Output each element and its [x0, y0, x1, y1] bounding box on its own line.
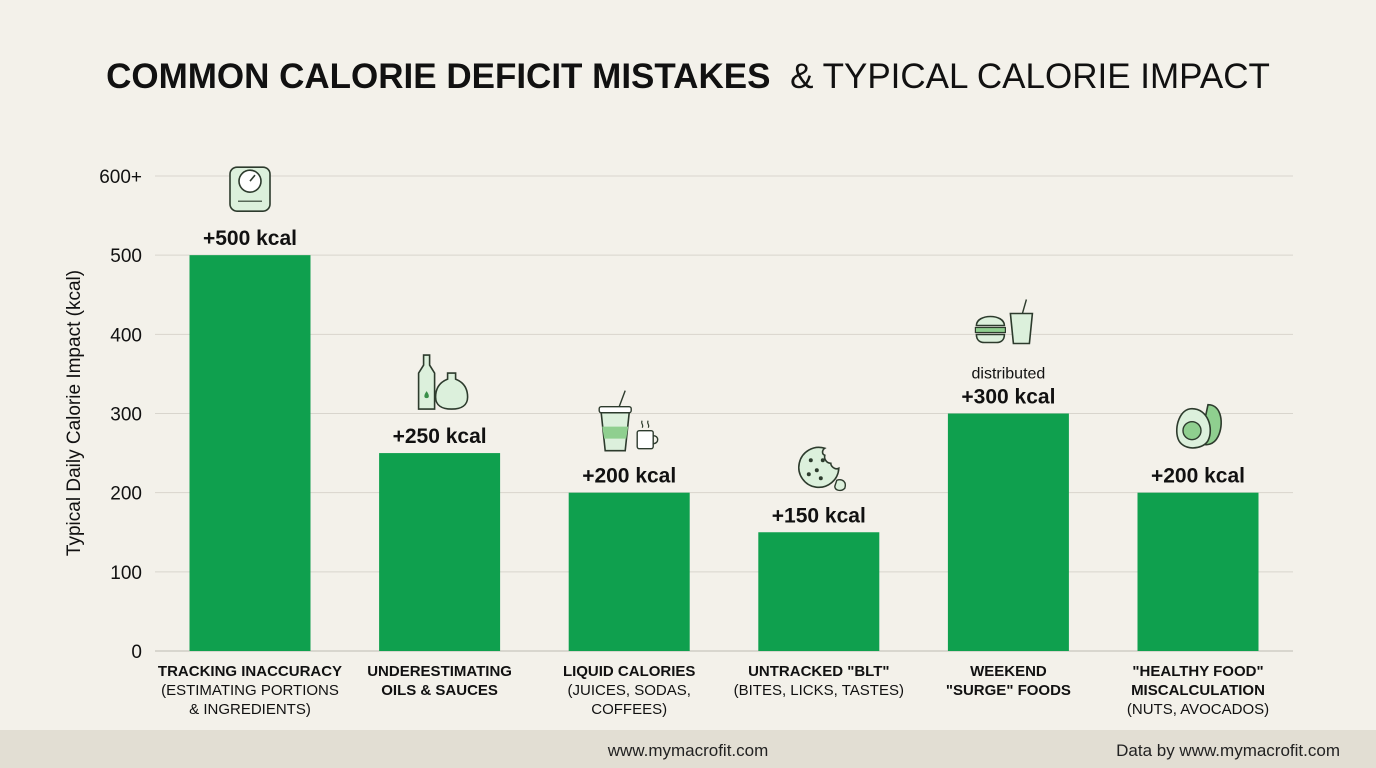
- bar: [379, 453, 501, 651]
- footer-band: [0, 730, 1376, 768]
- bar: [1137, 492, 1259, 651]
- category-label: "SURGE" FOODS: [946, 682, 1071, 699]
- category-label: OILS & SAUCES: [381, 682, 498, 699]
- burger-drink-icon: [974, 299, 1034, 345]
- y-tick-label: 400: [110, 325, 142, 346]
- category-label: UNTRACKED "BLT": [748, 663, 889, 680]
- data-label: +150 kcal: [772, 504, 866, 527]
- data-label: +250 kcal: [393, 425, 487, 448]
- chart-title-bold: COMMON CALORIE DEFICIT MISTAKES: [106, 57, 770, 96]
- category-label: (NUTS, AVOCADOS): [1127, 701, 1269, 718]
- data-label: +500 kcal: [203, 227, 297, 250]
- cookie-icon: [798, 446, 846, 492]
- category-label: MISCALCULATION: [1131, 682, 1265, 699]
- category-label: UNDERESTIMATING: [367, 663, 512, 680]
- y-tick-label: 100: [110, 563, 142, 584]
- bar: [568, 492, 690, 651]
- category-label: (ESTIMATING PORTIONS: [161, 682, 339, 699]
- data-label: +200 kcal: [582, 465, 676, 488]
- y-tick-label: 300: [110, 405, 142, 426]
- category-label: (BITES, LICKS, TASTES): [734, 682, 904, 699]
- y-tick-label: 500: [110, 246, 142, 267]
- annotation-label: distributed: [971, 366, 1045, 383]
- y-axis-label: Typical Daily Calorie Impact (kcal): [64, 270, 85, 556]
- y-tick-label: 200: [110, 484, 142, 505]
- grid-lines: [155, 175, 1293, 652]
- bar: [947, 413, 1069, 651]
- category-labels: TRACKING INACCURACY (ESTIMATING PORTIONS &…: [158, 663, 1269, 718]
- oil-bottles-icon: [417, 354, 469, 410]
- data-label: +300 kcal: [961, 386, 1055, 409]
- y-tick-label: 600+: [99, 167, 142, 188]
- category-label: LIQUID CALORIES: [563, 663, 696, 680]
- data-labels: +500 kcal +250 kcal +200 kcal +150 kcal +300…: [203, 227, 1245, 527]
- category-label: WEEKEND: [970, 663, 1047, 680]
- y-axis-ticks: 0 100 200 300 400 500 600+: [99, 167, 142, 663]
- bar: [758, 532, 880, 651]
- scale-icon: [229, 166, 271, 212]
- bar-icons: [229, 166, 1222, 492]
- category-label: TRACKING INACCURACY: [158, 663, 342, 680]
- drink-cups-icon: [598, 390, 659, 452]
- chart-title-rest: & TYPICAL CALORIE IMPACT: [790, 57, 1270, 96]
- footer-credit: Data by www.mymacrofit.com: [1116, 741, 1340, 760]
- avocado-icon: [1176, 403, 1222, 449]
- bars: [189, 255, 1259, 651]
- category-label: "HEALTHY FOOD": [1132, 663, 1263, 680]
- data-label: +200 kcal: [1151, 465, 1245, 488]
- footer-site-link[interactable]: www.mymacrofit.com: [607, 741, 769, 760]
- category-label: COFFEES): [591, 701, 667, 718]
- chart-title: COMMON CALORIE DEFICIT MISTAKES & TYPICA…: [106, 57, 1270, 96]
- y-tick-label: 0: [131, 642, 142, 663]
- category-label: & INGREDIENTS): [189, 701, 311, 718]
- bar: [189, 255, 311, 651]
- category-label: (JUICES, SODAS,: [568, 682, 691, 699]
